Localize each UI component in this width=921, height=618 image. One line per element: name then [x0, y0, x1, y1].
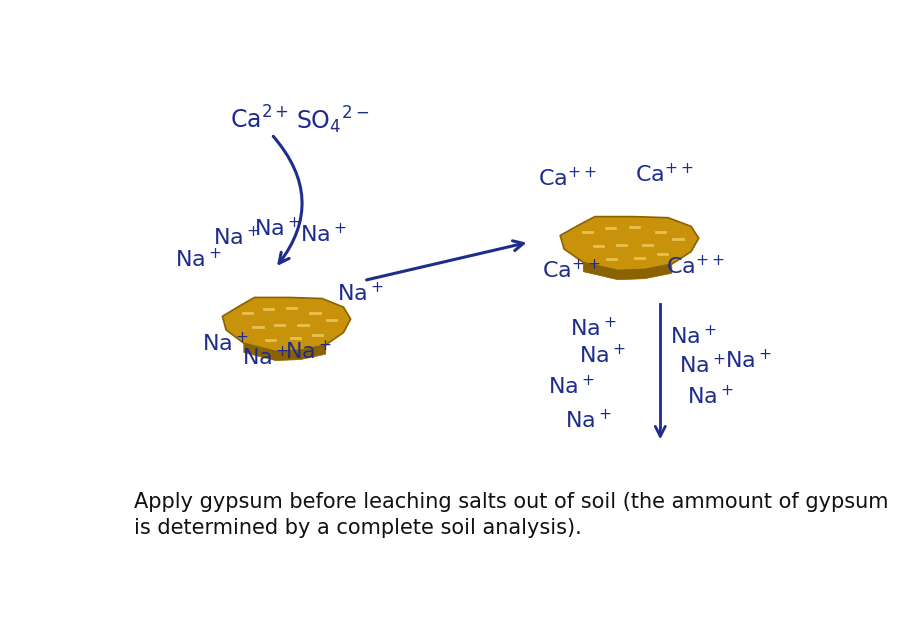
Text: Na$^+$: Na$^+$	[254, 216, 301, 240]
Text: Apply gypsum before leaching salts out of soil (the ammount of gypsum
is determi: Apply gypsum before leaching salts out o…	[134, 491, 889, 538]
Text: Ca$^{2+}$: Ca$^{2+}$	[230, 107, 289, 134]
Text: Na$^+$: Na$^+$	[548, 375, 595, 397]
Text: Na$^+$: Na$^+$	[579, 344, 626, 367]
Text: Na$^+$: Na$^+$	[336, 282, 383, 305]
Polygon shape	[583, 263, 671, 280]
Text: Na$^+$: Na$^+$	[679, 353, 726, 377]
Text: Na$^+$: Na$^+$	[670, 324, 717, 347]
Polygon shape	[223, 297, 351, 352]
Text: Na$^+$: Na$^+$	[726, 349, 773, 372]
Text: Na$^+$: Na$^+$	[202, 332, 249, 355]
Text: Na$^+$: Na$^+$	[242, 346, 288, 369]
Text: Na$^+$: Na$^+$	[565, 409, 612, 433]
Text: Na$^+$: Na$^+$	[285, 340, 332, 363]
Text: SO$_4$$^{2-}$: SO$_4$$^{2-}$	[297, 104, 369, 136]
Polygon shape	[244, 343, 326, 360]
Text: Ca$^{++}$: Ca$^{++}$	[635, 163, 694, 186]
Text: Na$^+$: Na$^+$	[687, 384, 734, 408]
Polygon shape	[560, 217, 699, 271]
Text: Na$^+$: Na$^+$	[214, 226, 261, 249]
Text: Na$^+$: Na$^+$	[300, 222, 347, 246]
Text: Ca$^{++}$: Ca$^{++}$	[666, 255, 724, 278]
Text: Ca$^{++}$: Ca$^{++}$	[538, 166, 597, 190]
Text: Na$^+$: Na$^+$	[175, 247, 222, 271]
Text: Na$^+$: Na$^+$	[570, 316, 617, 340]
Text: Ca$^{++}$: Ca$^{++}$	[542, 259, 601, 282]
